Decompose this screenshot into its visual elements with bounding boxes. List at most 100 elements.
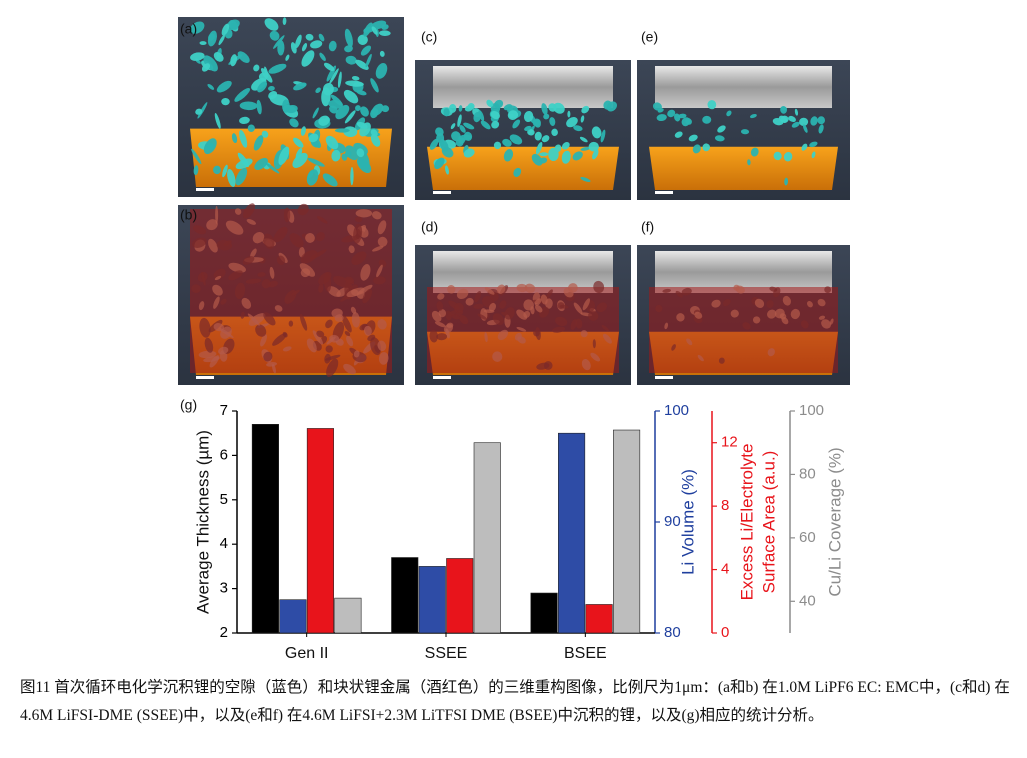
void-blob [193,165,199,176]
lithium-blob [552,326,566,333]
copper-layer [433,66,613,108]
lithium-blob [291,289,300,296]
lithium-blob [445,328,450,339]
void-blob [656,114,667,122]
lithium-blob [829,318,834,325]
scale-bar [433,191,451,194]
void-blob [319,52,326,62]
void-blob [256,99,262,115]
lithium-blob [769,286,778,292]
axis-label: Excess Li/Electrolyte [737,444,756,601]
void-blob [323,62,335,72]
lithium-blob [263,312,276,326]
void-blob [588,141,599,152]
void-blob [464,104,474,112]
lithium-blob [592,339,596,349]
void-blob [681,117,691,127]
lithium-blob [504,307,515,320]
lithium-blob [353,350,360,358]
lithium-blob [434,321,446,328]
lithium-blob [377,319,387,330]
bar [251,424,279,634]
lithium-blob [351,251,367,266]
void-blob [692,144,701,154]
lithium-blob [782,295,792,306]
void-blob [809,141,818,148]
void-blob [773,151,782,161]
lithium-blob [473,303,484,309]
lithium-blob [215,205,219,224]
lithium-blob [499,300,507,309]
void-blob [443,108,450,117]
void-blob [509,134,523,145]
lithium-blob [234,208,242,215]
lithium-blob [242,203,256,219]
void-blob [370,78,379,93]
scale-bar [196,188,214,191]
void-blob [503,149,514,162]
lithium-blob [344,331,351,337]
lithium-blob [220,298,227,305]
void-blob [539,157,548,164]
void-blob [527,129,535,136]
lithium-blob [209,355,220,368]
void-blob [315,87,321,94]
void-blob [213,165,221,175]
axis-label: Surface Area (a.u.) [759,451,778,594]
void-blob [310,40,323,49]
lithium-blob [593,280,605,294]
void-blob [328,40,337,52]
y-tick-label: 3 [220,580,228,597]
lithium-blob [766,300,774,309]
lithium-blob [241,297,252,309]
void-blob [381,24,389,30]
lithium-blob [315,232,325,242]
void-blob [318,33,325,42]
axis-label: Cu/Li Coverage (%) [825,447,844,596]
void-blob [365,53,372,68]
y-tick-label: 80 [664,624,681,641]
void-blob [740,129,750,135]
bar [279,599,307,634]
void-blob [772,117,784,126]
lithium-blob [730,309,739,318]
void-blob [667,109,676,118]
void-blob [726,110,732,117]
lithium-blob [288,320,294,327]
lithium-blob [260,334,267,347]
lithium-blob [362,288,373,304]
void-blob [541,135,550,143]
lithium-blob [312,330,323,345]
lithium-blob [555,316,568,327]
void-blob [707,100,717,110]
lithium-blob [543,361,553,370]
render-panel [415,245,631,385]
void-blob [606,101,618,112]
void-blob [780,106,787,114]
void-blob [203,138,217,155]
lithium-blob [367,334,376,341]
void-blob [221,23,230,36]
void-blob [325,135,339,150]
void-blob [189,21,205,34]
void-blob [307,157,325,167]
lithium-blob [351,312,360,328]
lithium-blob [198,350,217,359]
lithium-blob [206,219,218,231]
y-tick-label: 6 [220,446,228,463]
lithium-blob [790,308,801,320]
void-blob [523,110,534,123]
lithium-blob [754,298,765,308]
void-blob [810,116,818,126]
void-blob [278,146,290,166]
lithium-blob [563,287,574,298]
lithium-blob [588,310,599,321]
void-blob [674,131,683,138]
y-tick-label: 4 [220,535,228,552]
lithium-blob [282,346,292,352]
void-blob [486,99,494,108]
void-blob [561,150,571,164]
lithium-blob [228,262,246,273]
y-tick-label: 0 [721,624,729,641]
void-blob [444,165,449,175]
